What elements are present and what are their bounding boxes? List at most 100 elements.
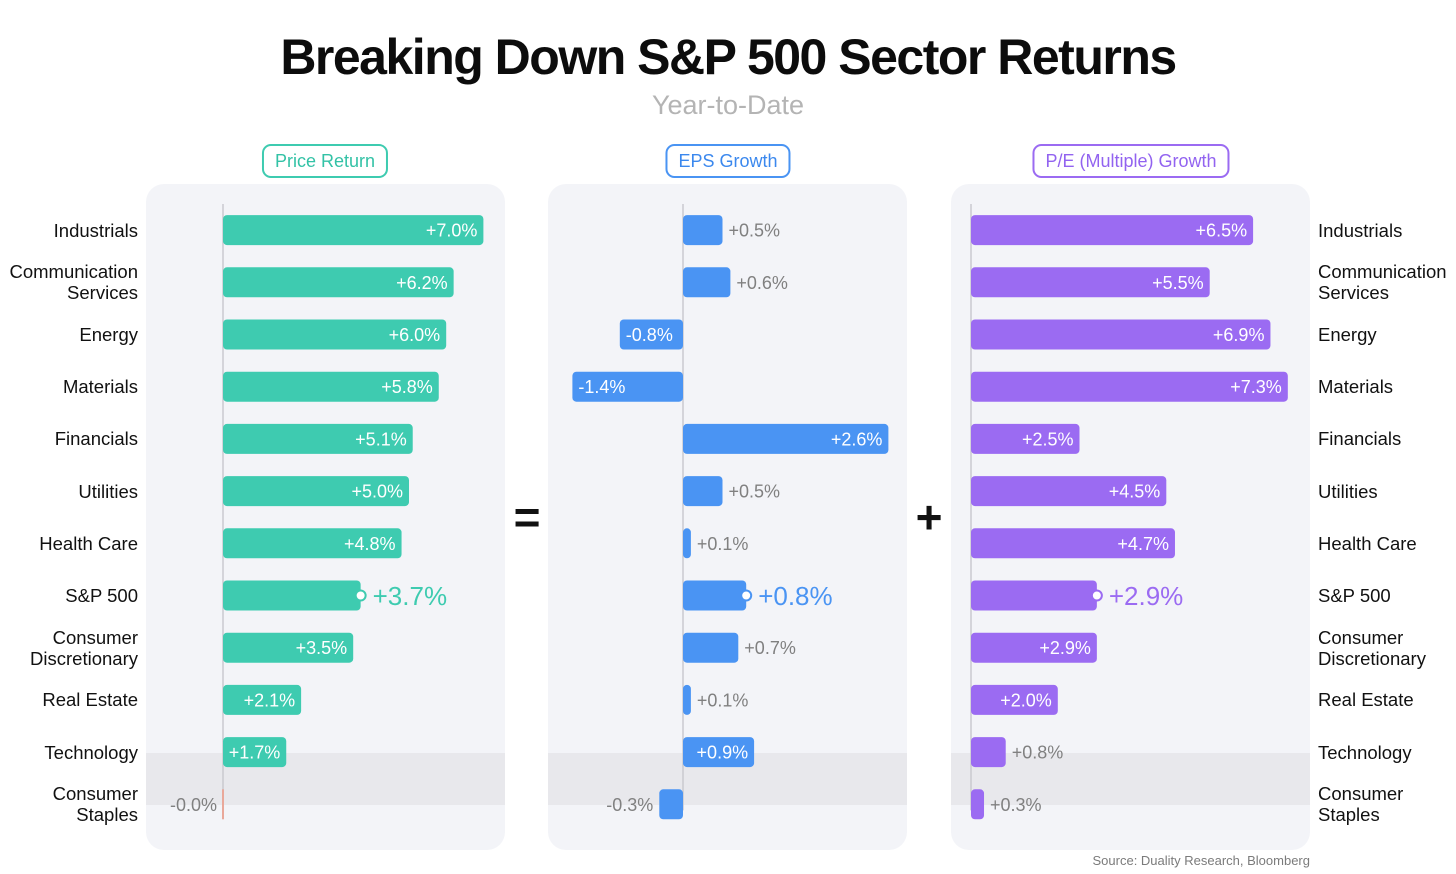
data-label: +0.5% [729, 221, 781, 241]
bar-group: +0.8% [971, 737, 1064, 768]
bar [223, 684, 302, 715]
category-label: Energy [79, 323, 138, 345]
eps-growth-header: EPS Growth [665, 144, 791, 178]
bar-group: +4.7% [971, 528, 1175, 559]
bar-group: +2.0% [971, 684, 1058, 715]
data-label: +2.0% [1000, 690, 1052, 710]
bar-group: +3.5% [223, 632, 354, 663]
bar [971, 789, 985, 820]
bar-group: +6.5% [971, 215, 1254, 246]
category-label: Health Care [1318, 532, 1417, 554]
bar [659, 789, 683, 820]
bar-group: +2.1% [223, 684, 302, 715]
data-label: +6.2% [396, 273, 448, 293]
data-label: +4.5% [1109, 482, 1161, 502]
bar-group: +0.7% [683, 632, 796, 663]
bar [223, 528, 402, 559]
bar [683, 632, 739, 663]
bar-group: +7.3% [971, 371, 1288, 402]
bar-group: +0.6% [683, 267, 788, 298]
category-label: Financials [1318, 428, 1402, 450]
bar-group: +0.1% [683, 684, 749, 715]
category-label: Financials [54, 428, 138, 450]
category-label: Technology [44, 741, 138, 763]
bar-group: -1.4% [572, 371, 683, 402]
bar [223, 737, 287, 768]
category-label: Real Estate [1318, 689, 1414, 711]
bar-group: +6.9% [971, 319, 1271, 350]
bar-group: +5.5% [971, 267, 1210, 298]
data-label: +2.9% [1039, 638, 1091, 658]
bar [971, 528, 1175, 559]
bar [683, 215, 723, 246]
bar [971, 684, 1058, 715]
bar-group: +6.0% [223, 319, 447, 350]
category-label: S&P 500 [1318, 584, 1391, 606]
bar-group: +2.9% [971, 632, 1097, 663]
bar-group: +2.5% [971, 423, 1080, 454]
data-label: +2.5% [1022, 429, 1074, 449]
data-label: +3.7% [373, 581, 447, 611]
category-label: Real Estate [42, 689, 138, 711]
bar [971, 371, 1288, 402]
data-label: +6.9% [1213, 325, 1265, 345]
category-label: Energy [1318, 323, 1377, 345]
bar [683, 476, 723, 507]
bar-group: +6.2% [223, 267, 454, 298]
bar [971, 215, 1254, 246]
price-return-header: Price Return [261, 144, 389, 178]
bar-end-marker [740, 589, 753, 602]
plus-operator: + [915, 491, 943, 543]
data-label: +0.1% [697, 690, 749, 710]
bar-group: +0.5% [683, 476, 780, 507]
bar-group: +5.8% [223, 371, 439, 402]
data-label: +5.1% [355, 429, 407, 449]
bar [223, 215, 484, 246]
data-label: +2.6% [831, 429, 883, 449]
data-label: +0.7% [744, 638, 796, 658]
category-label: Industrials [1318, 219, 1403, 241]
category-label: Materials [62, 376, 138, 398]
data-label: +1.7% [229, 743, 281, 763]
data-label: +0.8% [1012, 743, 1064, 763]
bar [223, 632, 354, 663]
bar [971, 423, 1080, 454]
data-label: +7.3% [1230, 377, 1282, 397]
category-label: Utilities [1318, 480, 1378, 502]
category-label: Technology [1318, 741, 1412, 763]
bar [683, 267, 731, 298]
category-label: Consumer Staples [1318, 783, 1404, 826]
category-label: Health Care [39, 532, 138, 554]
bar [971, 476, 1167, 507]
bar-group: -0.8% [619, 319, 683, 350]
chart-title: Breaking Down S&P 500 Sector Returns [280, 29, 1177, 85]
bar-group: -0.0% [170, 789, 224, 820]
category-label: Industrials [53, 219, 138, 241]
bar-group: +7.0% [223, 215, 484, 246]
data-label: +0.3% [990, 795, 1042, 815]
pe-growth-header: P/E (Multiple) Growth [1032, 144, 1230, 178]
bar [223, 319, 447, 350]
data-label: +0.1% [697, 534, 749, 554]
data-label: +0.8% [758, 581, 832, 611]
bar-group: +0.5% [683, 215, 781, 246]
data-label: +4.8% [344, 534, 396, 554]
data-label: +5.8% [381, 377, 433, 397]
category-label: Utilities [78, 480, 138, 502]
bar-group: +0.8% [683, 580, 833, 611]
bar [223, 371, 439, 402]
category-label: Consumer Discretionary [30, 626, 138, 669]
bar [223, 476, 409, 507]
category-label: Materials [1318, 376, 1394, 398]
bar [971, 737, 1006, 768]
bar [683, 737, 755, 768]
data-label: +7.0% [426, 221, 478, 241]
data-label: +0.6% [736, 273, 788, 293]
bar [223, 580, 361, 611]
bar [222, 789, 224, 820]
data-label: +0.9% [697, 743, 749, 763]
sp500-highlight-band [146, 753, 505, 805]
bar-end-marker [354, 589, 367, 602]
data-label: +2.9% [1109, 581, 1183, 611]
